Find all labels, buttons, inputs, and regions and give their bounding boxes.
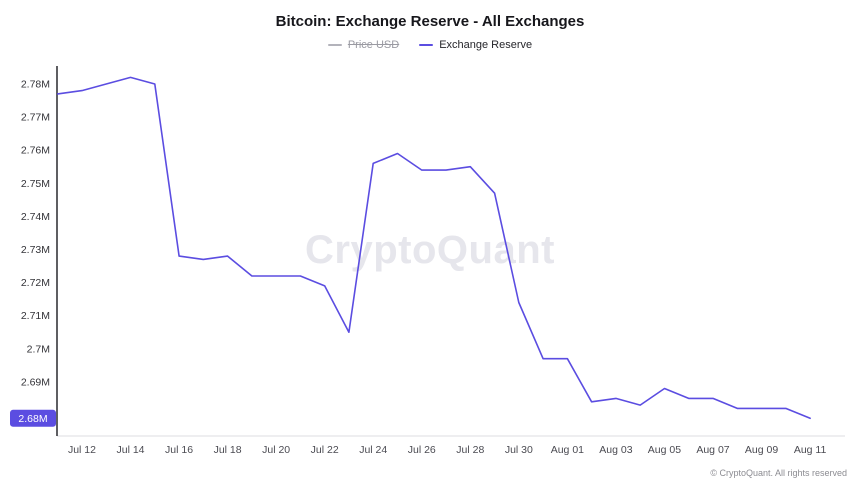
x-tick-label: Jul 26: [408, 444, 436, 456]
x-tick-label: Jul 22: [311, 444, 339, 456]
x-tick-label: Jul 14: [116, 444, 144, 456]
x-tick-label: Aug 11: [794, 444, 827, 456]
y-tick-label: 2.77M: [21, 112, 50, 124]
x-tick-label: Jul 24: [359, 444, 387, 456]
y-tick-label: 2.74M: [21, 211, 50, 223]
exchange-reserve-line-swatch: [419, 44, 434, 46]
chart-area[interactable]: CryptoQuant 2.78M 2.77M 2.76M 2.75M 2.74M 2.7…: [0, 56, 860, 460]
chart-title: Bitcoin: Exchange Reserve - All Exchange…: [275, 13, 585, 30]
y-tick-label: 2.7M: [27, 343, 50, 355]
copyright: © CryptoQuant. All rights reserved: [710, 468, 847, 478]
legend-label-exchange-reserve: Exchange Reserve: [439, 39, 533, 51]
current-value-badge-label: 2.68M: [18, 413, 47, 425]
y-tick-label: 2.69M: [21, 376, 50, 388]
x-tick-label: Aug 05: [648, 444, 681, 456]
x-tick-label: Jul 20: [262, 444, 290, 456]
y-tick-label: 2.76M: [21, 145, 50, 157]
x-tick-label: Aug 07: [696, 444, 729, 456]
x-tick-label: Jul 16: [165, 444, 193, 456]
x-tick-label: Jul 28: [456, 444, 484, 456]
y-tick-label: 2.78M: [21, 79, 50, 91]
x-tick-label: Aug 01: [551, 444, 584, 456]
x-tick-label: Aug 09: [745, 444, 778, 456]
x-tick-label: Jul 30: [505, 444, 533, 456]
legend-label-price-usd: Price USD: [347, 39, 400, 51]
legend-item-exchange-reserve[interactable]: Exchange Reserve: [419, 39, 532, 51]
legend: Price USD Exchange Reserve: [0, 39, 860, 51]
line-chart[interactable]: 2.78M 2.77M 2.76M 2.75M 2.74M 2.73M 2.72M 2.71M…: [0, 56, 860, 460]
y-tick-label: 2.73M: [21, 244, 50, 256]
x-tick-label: Aug 03: [599, 444, 632, 456]
x-tick-label: Jul 18: [214, 444, 242, 456]
price-usd-line-swatch: [327, 44, 342, 46]
y-tick-label: 2.71M: [21, 310, 50, 322]
x-tick-label: Jul 12: [68, 444, 96, 456]
legend-item-price-usd[interactable]: Price USD: [327, 39, 400, 51]
current-value-badge: [10, 409, 56, 427]
y-tick-label: 2.75M: [21, 178, 50, 190]
exchange-reserve-line: [56, 76, 811, 420]
y-tick-label: 2.72M: [21, 277, 50, 289]
